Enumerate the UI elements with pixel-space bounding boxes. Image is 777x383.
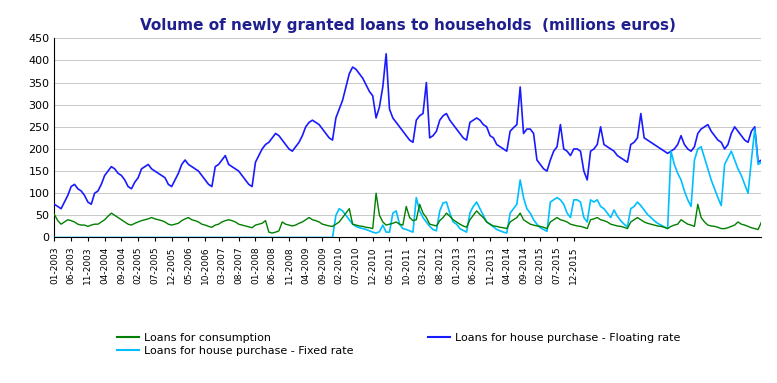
Loans for consumption [86, 223, 96, 228]
Loans for consumption [579, 225, 588, 229]
Loans for house purchase - Floating rate [579, 169, 588, 173]
Loans for house purchase - Fixed rate [573, 198, 582, 202]
Legend: Loans for house purchase - Floating rate: Loans for house purchase - Floating rate [427, 333, 681, 343]
Loans for consumption [559, 218, 569, 223]
Loans for house purchase - Floating rate [50, 202, 59, 206]
Loans for house purchase - Fixed rate [50, 235, 59, 240]
Loans for house purchase - Fixed rate [392, 209, 401, 213]
Loans for house purchase - Floating rate [382, 51, 391, 56]
Loans for consumption [757, 220, 766, 224]
Loans for house purchase - Floating rate [559, 147, 569, 151]
Line: Loans for consumption: Loans for consumption [54, 193, 761, 233]
Loans for house purchase - Fixed rate [552, 195, 562, 200]
Line: Loans for house purchase - Fixed rate: Loans for house purchase - Fixed rate [54, 129, 761, 237]
Line: Loans for house purchase - Floating rate: Loans for house purchase - Floating rate [54, 54, 761, 209]
Loans for house purchase - Fixed rate [657, 223, 666, 228]
Loans for house purchase - Floating rate [663, 151, 672, 155]
Loans for house purchase - Floating rate [399, 129, 408, 134]
Loans for consumption [267, 231, 277, 235]
Loans for house purchase - Floating rate [57, 206, 66, 211]
Loans for consumption [399, 223, 408, 228]
Loans for consumption [50, 212, 59, 217]
Loans for house purchase - Floating rate [90, 191, 99, 195]
Loans for house purchase - Fixed rate [750, 127, 759, 131]
Loans for house purchase - Fixed rate [86, 235, 96, 240]
Loans for house purchase - Fixed rate [757, 160, 766, 165]
Loans for house purchase - Fixed rate [103, 235, 113, 240]
Loans for consumption [663, 226, 672, 231]
Title: Volume of newly granted loans to households  (millions euros): Volume of newly granted loans to househo… [140, 18, 676, 33]
Loans for consumption [371, 191, 381, 195]
Loans for house purchase - Floating rate [757, 158, 766, 162]
Loans for consumption [103, 214, 113, 219]
Loans for house purchase - Floating rate [106, 164, 116, 169]
